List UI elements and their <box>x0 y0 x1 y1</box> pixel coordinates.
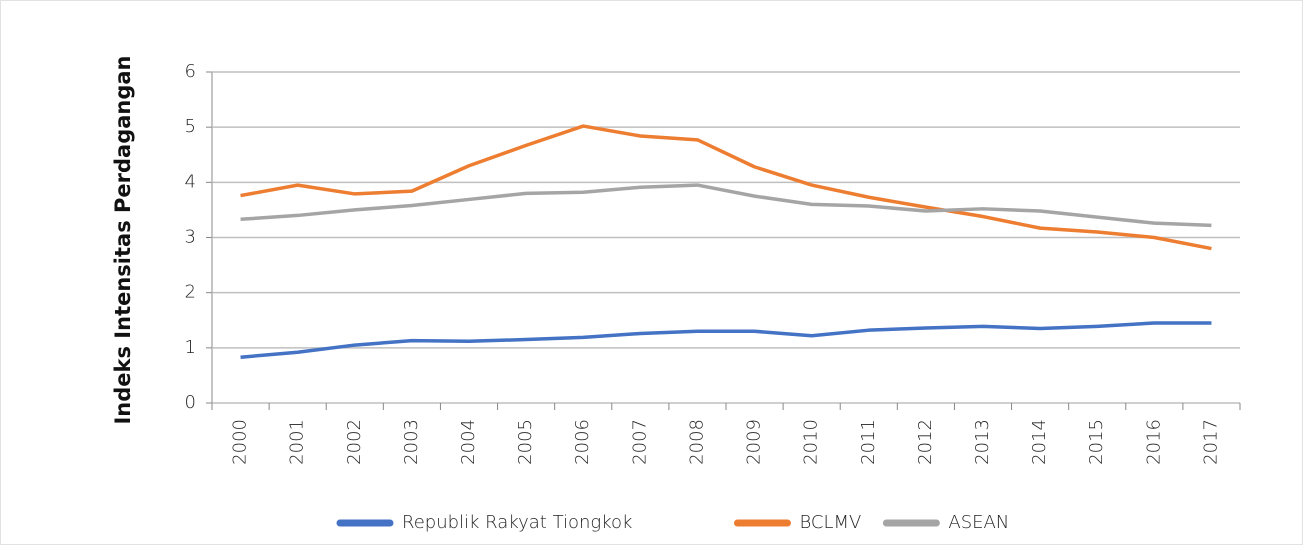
y-tick-label: 1 <box>185 337 196 358</box>
y-tick-label: 2 <box>185 282 196 303</box>
x-tick-label: 2012 <box>915 419 936 465</box>
x-tick-label: 2017 <box>1200 419 1221 465</box>
y-tick-label: 6 <box>185 61 196 82</box>
legend-label: BCLMV <box>799 512 861 533</box>
y-tick-label: 0 <box>185 392 196 413</box>
x-tick-label: 2011 <box>858 419 879 465</box>
series-line <box>240 183 1212 228</box>
y-tick-label: 3 <box>185 227 196 248</box>
x-tick-label: 2016 <box>1143 419 1164 465</box>
x-tick-label: 2009 <box>744 419 765 465</box>
legend-label: ASEAN <box>948 512 1009 533</box>
x-tick-label: 2008 <box>686 419 707 465</box>
y-axis-label: Indeks Intensitas Perdagangan <box>111 55 135 424</box>
x-tick-label: 2002 <box>344 419 365 465</box>
series-line <box>240 124 1212 251</box>
y-tick-label: 5 <box>185 116 196 137</box>
x-tick-label: 2003 <box>401 419 422 465</box>
x-tick-label: 2000 <box>230 419 251 465</box>
x-tick-label: 2005 <box>515 419 536 465</box>
x-tick-label: 2001 <box>287 419 308 465</box>
x-tick-label: 2010 <box>801 419 822 465</box>
legend-label: Republik Rakyat Tiongkok <box>402 512 632 533</box>
x-tick-label: 2006 <box>572 419 593 465</box>
x-tick-label: 2015 <box>1086 419 1107 465</box>
series-line <box>240 321 1212 359</box>
x-tick-label: 2014 <box>1029 419 1050 465</box>
x-tick-label: 2007 <box>629 419 650 465</box>
x-tick-label: 2013 <box>972 419 993 465</box>
x-tick-label: 2004 <box>458 419 479 465</box>
y-tick-label: 4 <box>185 171 196 192</box>
